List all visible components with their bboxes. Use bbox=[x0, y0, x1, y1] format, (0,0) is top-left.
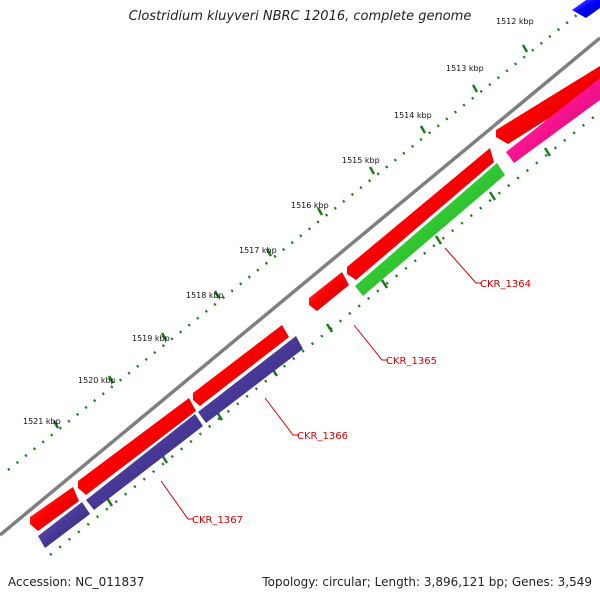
gene-label[interactable]: CKR_1366 bbox=[297, 431, 348, 442]
leader-line bbox=[444, 247, 482, 284]
gene-feature bbox=[86, 414, 203, 510]
outer-tick-marks bbox=[52, 44, 529, 429]
gene-feature bbox=[506, 78, 600, 163]
genome-summary-text: Topology: circular; Length: 3,896,121 bp… bbox=[262, 575, 592, 589]
gene-feature bbox=[355, 163, 505, 296]
tick-label: 1519 kbp bbox=[132, 334, 170, 343]
gene-feature bbox=[572, 0, 600, 18]
gene-feature bbox=[38, 502, 90, 548]
gene-feature bbox=[193, 325, 289, 406]
tick-label: 1521 kbp bbox=[23, 417, 61, 426]
leader-line bbox=[264, 397, 299, 436]
gene-feature bbox=[309, 272, 349, 311]
scale-dotted-ring bbox=[7, 9, 584, 471]
gene-feature bbox=[347, 148, 494, 280]
outer-cds-track bbox=[30, 66, 600, 531]
inner-cds-track bbox=[38, 78, 600, 548]
map-title: Clostridium kluyveri NBRC 12016, complet… bbox=[128, 9, 472, 24]
leader-line bbox=[353, 324, 388, 361]
gene-feature bbox=[78, 398, 196, 495]
tick-label: 1515 kbp bbox=[342, 156, 380, 165]
gene-feature bbox=[496, 66, 600, 144]
tick-label: 1520 kbp bbox=[78, 376, 116, 385]
tick-label: 1513 kbp bbox=[446, 64, 484, 73]
tick-label: 1517 kbp bbox=[239, 246, 277, 255]
inner-dotted-ring bbox=[49, 111, 600, 556]
genome-backbone bbox=[0, 36, 600, 537]
gene-feature bbox=[198, 336, 303, 423]
tick-label: 1512 kbp bbox=[496, 17, 534, 26]
gene-label[interactable]: CKR_1367 bbox=[192, 515, 243, 526]
leader-line bbox=[160, 480, 194, 520]
tick-label: 1516 kbp bbox=[291, 201, 329, 210]
gene-feature bbox=[30, 487, 79, 531]
tick-label: 1518 kbp bbox=[186, 291, 224, 300]
tick-label: 1514 kbp bbox=[394, 111, 432, 120]
gene-label[interactable]: CKR_1365 bbox=[386, 356, 437, 367]
gene-label[interactable]: CKR_1364 bbox=[480, 279, 531, 290]
accession-text: Accession: NC_011837 bbox=[8, 575, 145, 589]
